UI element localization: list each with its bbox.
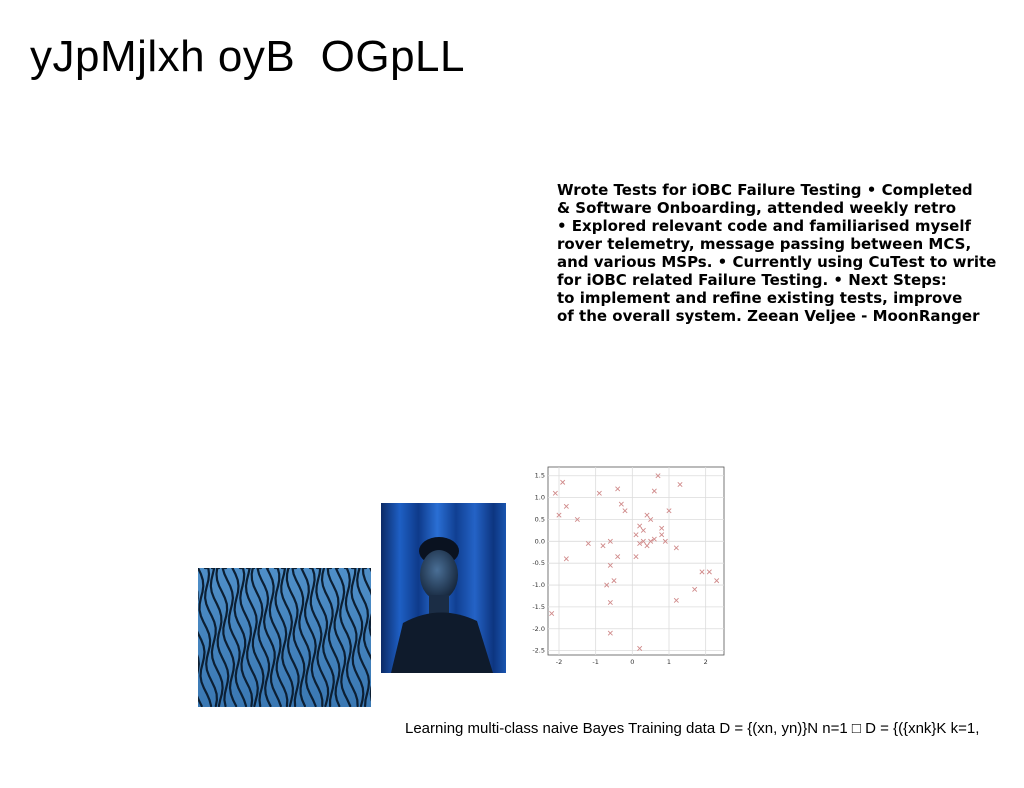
scatter-point [563,556,569,562]
scatter-point [607,630,613,636]
scatter-point [615,554,621,560]
paragraph-line: of the overall system. Zeean Veljee - Mo… [557,307,980,325]
scatter-point [596,490,602,496]
x-tick-label: 0 [630,658,634,666]
scatter-point [607,562,613,568]
scatter-point [633,532,639,538]
scatter-point [563,503,569,509]
scatter-point [607,600,613,606]
scatter-plot: -2 -1 0 1 2 1.5 1.0 0.5 0.0 -0.5 -1.0 -1.5 -2.0 -2.5 [532,466,725,666]
paragraph-line: for iOBC related Failure Testing. • Next… [557,271,947,289]
scatter-point [640,527,646,533]
page-title: yJpMjlxh oyB OGpLL [30,32,465,81]
x-tick-label: -1 [592,658,598,666]
scatter-point [611,578,617,584]
scatter-point [604,582,610,588]
scatter-point [600,543,606,549]
scatter-point [633,554,639,560]
scatter-point [677,481,683,488]
scatter-point [552,490,558,496]
y-tick-label: -2.0 [532,625,545,633]
scatter-point [699,569,705,575]
y-tick-label: 0.5 [535,515,545,523]
y-tick-label: -1.0 [532,581,545,589]
scatter-point [549,610,555,616]
x-tick-label: -2 [556,658,562,666]
scatter-point [659,532,665,538]
caption-text: Learning multi-class naive Bayes Trainin… [405,720,980,737]
scatter-point [574,516,580,522]
paragraph-line: & Software Onboarding, attended weekly r… [557,199,957,217]
scatter-point [648,538,654,544]
scatter-point [644,543,650,549]
scatter-point [556,512,562,518]
body-paragraph: Wrote Tests for iOBC Failure Testing • C… [557,181,1024,325]
portrait-image [381,503,506,673]
paragraph-line: to implement and refine existing tests, … [557,289,963,307]
x-tick-label: 2 [704,658,708,666]
scatter-point [659,525,665,531]
y-tick-label: -1.5 [532,603,545,611]
paragraph-line: • Explored relevant code and familiarise… [557,217,971,235]
paragraph-line: Wrote Tests for iOBC Failure Testing • C… [557,181,973,199]
scatter-point [651,536,657,542]
scatter-point [637,523,643,529]
scatter-point [651,488,657,494]
scatter-point [560,479,566,485]
x-tick-label: 1 [667,658,671,666]
scatter-point [585,540,591,547]
scatter-point [666,508,672,514]
y-tick-label: -0.5 [532,559,545,567]
scatter-point [644,512,650,518]
scatter-point [662,538,668,544]
scatter-point [615,486,621,492]
paragraph-line: and various MSPs. • Currently using CuTe… [557,253,997,271]
scatter-point [706,569,712,575]
y-tick-label: 1.5 [535,472,545,480]
paragraph-line: rover telemetry, message passing between… [557,235,972,253]
sand-dunes-image [198,568,371,707]
scatter-point [655,473,661,479]
y-tick-label: 0.0 [535,537,545,545]
scatter-point [637,540,643,547]
scatter-point [673,545,679,551]
scatter-point [637,645,643,651]
scatter-point [622,508,628,514]
scatter-point [648,516,654,522]
scatter-point [673,597,679,603]
y-tick-label: -2.5 [532,647,545,655]
scatter-point [618,501,624,507]
plot-frame [547,466,725,656]
y-tick-label: 1.0 [535,494,545,502]
scatter-point [692,586,698,592]
scatter-point [640,538,646,544]
scatter-point [607,538,613,544]
scatter-point [714,578,720,584]
